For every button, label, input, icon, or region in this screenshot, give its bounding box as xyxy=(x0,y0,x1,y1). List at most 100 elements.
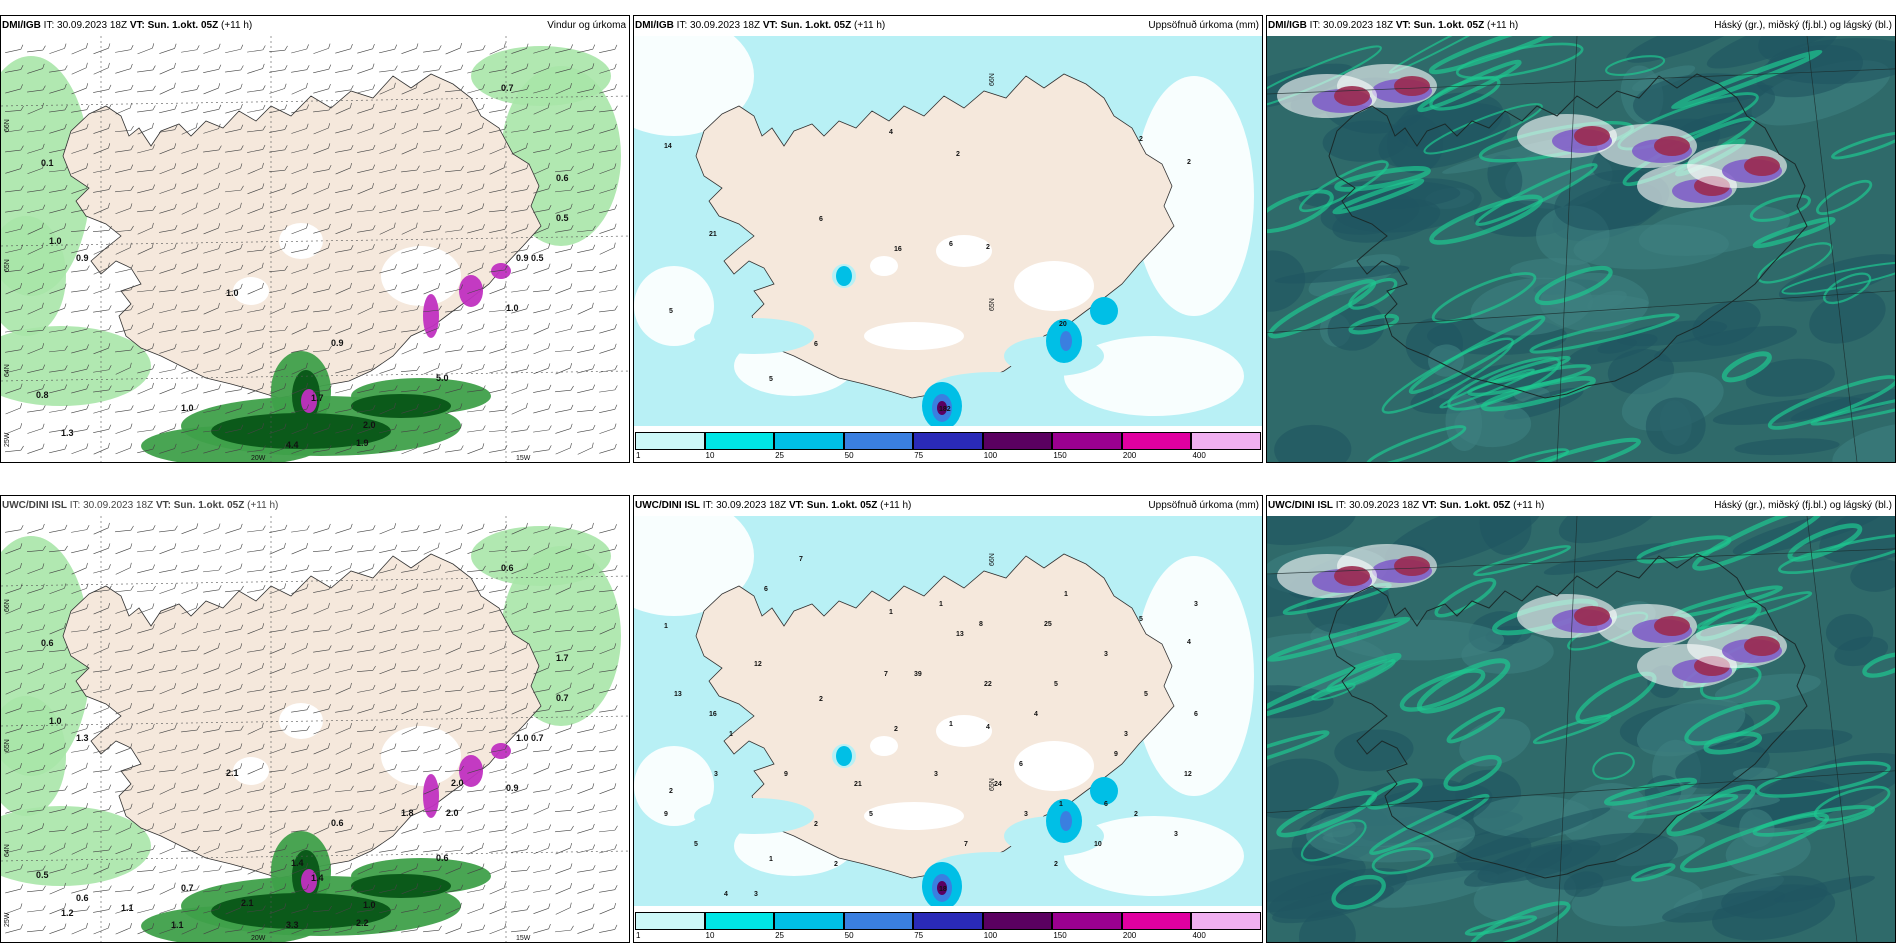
wind-barb xyxy=(489,184,508,193)
wind-barb xyxy=(423,125,442,133)
wind-barb xyxy=(599,343,617,354)
wind-barb xyxy=(423,663,441,674)
wind-barb xyxy=(225,44,244,54)
wind-barb xyxy=(357,363,375,374)
colorbar-swatch xyxy=(913,912,983,930)
wind-barb xyxy=(27,125,46,133)
cloud-high-area xyxy=(1605,55,1666,76)
wind-barb xyxy=(115,385,134,393)
wind-barb xyxy=(5,543,23,555)
graticule-label: 65N xyxy=(4,739,11,752)
wind-barb xyxy=(247,304,266,313)
wind-barb xyxy=(401,624,420,633)
wind-barb xyxy=(203,284,222,293)
wind-barb xyxy=(577,683,595,694)
wind-barb xyxy=(291,404,309,414)
precip-amount-label: 0.1 xyxy=(41,158,54,168)
wind-barb xyxy=(467,45,486,53)
wind-barb xyxy=(93,905,112,913)
graticule-label: 25W xyxy=(4,912,11,927)
map-cloud-dmi[interactable] xyxy=(1267,36,1895,462)
map-cloud-uwc[interactable] xyxy=(1267,516,1895,942)
cloud-high-area xyxy=(1439,368,1535,409)
wind-barb xyxy=(467,903,485,915)
wind-barb xyxy=(599,805,618,813)
wind-barb xyxy=(445,42,462,55)
wind-barb xyxy=(49,842,66,855)
wind-barb xyxy=(203,843,221,855)
wind-barb xyxy=(27,784,46,794)
wind-barb xyxy=(93,804,112,813)
wind-barb xyxy=(71,285,90,293)
wind-barb xyxy=(159,882,176,895)
map-precip-uwc[interactable]: 1 1 13 5 4 16 2 2 1 4 2 2 1 1 18 7 6 13 1 1 8 3 3 12 6 7 5 5 10 3 21 7 4… xyxy=(634,516,1262,906)
wind-barb xyxy=(181,603,198,615)
precip-amount-label: 6 xyxy=(814,341,818,348)
wind-barb xyxy=(313,925,332,933)
wind-barb xyxy=(555,705,574,713)
wind-barb xyxy=(335,204,353,214)
cloud-high-area xyxy=(1767,375,1895,430)
wind-barb xyxy=(247,804,265,814)
wind-barb xyxy=(49,903,67,915)
wind-barb xyxy=(225,585,244,593)
wind-barb xyxy=(269,423,287,434)
wind-barb xyxy=(71,424,90,433)
wind-barb xyxy=(401,325,420,333)
precip-amount-label: 5 xyxy=(869,811,873,818)
wind-barb xyxy=(379,884,398,894)
wind-barb xyxy=(247,423,264,435)
wind-barb xyxy=(49,663,67,674)
panel-header: UWC/DINI ISL IT: 30.09.2023 18Z VT: Sun.… xyxy=(1267,496,1895,516)
wind-barb xyxy=(203,603,220,615)
wind-barb xyxy=(93,43,111,55)
wind-barb xyxy=(269,782,286,795)
wind-barb xyxy=(555,783,573,794)
wind-barb xyxy=(5,145,24,153)
wind-barb xyxy=(577,544,595,554)
wind-barb xyxy=(225,743,243,755)
wind-barb xyxy=(269,765,288,773)
colorbar-swatch xyxy=(1191,912,1261,930)
precip-amount-label: 1.4 xyxy=(311,873,324,883)
map-wind-dmi[interactable]: 0.7 0.1 1.0 0.9 1.0 0.6 0.5 0.5 0.9 1.0 0.9 5.0 0.8 1… xyxy=(1,36,629,462)
cloud-high-area xyxy=(1428,36,1576,75)
wind-barb xyxy=(511,763,529,775)
wind-barb xyxy=(357,265,376,273)
colorbar-level-label: 75 xyxy=(914,931,924,940)
wind-barb xyxy=(555,324,574,334)
map-wind-uwc[interactable]: 0.6 0.6 1.0 1.3 2.1 1.7 0.7 0.7 1.0 0.9 0.6 0.6 0.5 0… xyxy=(1,516,629,942)
wind-barb xyxy=(71,625,90,633)
wind-barb xyxy=(423,845,442,853)
iceland-coastline xyxy=(1328,73,1808,399)
wind-barb xyxy=(5,884,23,894)
wind-barb xyxy=(269,663,287,675)
wind-barb xyxy=(511,624,530,633)
wind-barb xyxy=(115,203,133,215)
wind-barb xyxy=(555,263,573,274)
wind-barb xyxy=(225,704,244,713)
wind-barb xyxy=(181,704,200,713)
wind-barb xyxy=(137,784,156,794)
wind-barb xyxy=(489,685,508,693)
cloud-high-area xyxy=(1752,216,1836,249)
cloud-low-area xyxy=(1825,613,1874,651)
lead-time: (+11 h) xyxy=(1513,500,1545,511)
wind-barb xyxy=(423,264,441,274)
wind-barb xyxy=(401,545,420,553)
wind-barb xyxy=(269,364,287,374)
wind-barb xyxy=(71,884,89,894)
wind-barb xyxy=(71,762,88,775)
wind-barb xyxy=(159,803,177,815)
wind-barb xyxy=(247,784,266,793)
wind-barb xyxy=(5,105,24,113)
wind-barb xyxy=(533,843,551,855)
wind-barb xyxy=(5,383,23,394)
map-precip-dmi[interactable]: 14 4 2 2 2 21 6 16 6 2 5 6 5 20 182 66N 65N xyxy=(634,36,1262,426)
wind-barb xyxy=(115,443,133,455)
wind-barb xyxy=(313,784,331,794)
wind-barb xyxy=(401,883,419,895)
wind-barb xyxy=(269,564,288,573)
valid-time: VT: Sun. 1.okt. 05Z xyxy=(1395,20,1485,31)
wind-barb xyxy=(181,45,200,53)
